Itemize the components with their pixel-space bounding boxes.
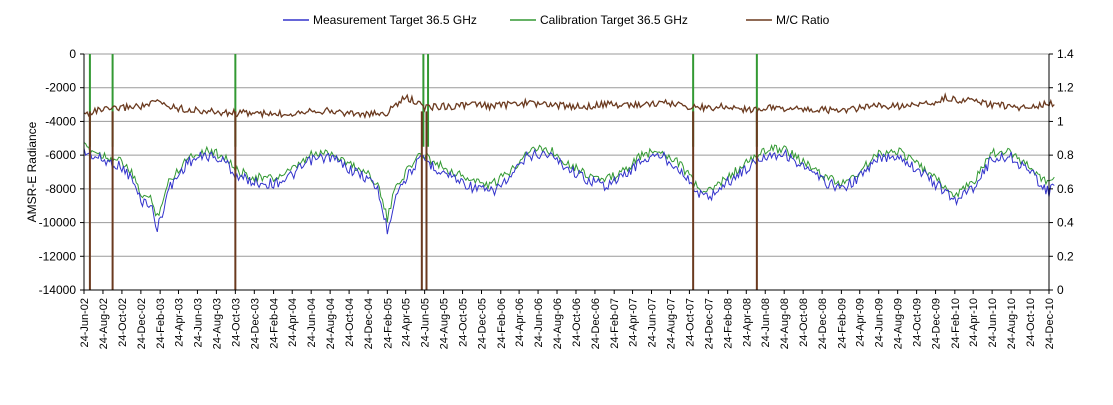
y2-tick-label: 0.2 <box>1057 249 1074 263</box>
y2-tick-label: 0.6 <box>1057 182 1074 196</box>
x-tick-label: 24-Apr-09 <box>855 298 867 347</box>
x-tick-label: 24-Feb-06 <box>496 298 508 349</box>
x-tick-label: 24-Oct-03 <box>230 298 242 347</box>
x-tick-label: 24-Feb-09 <box>836 298 848 349</box>
x-tick-label: 24-Jun-07 <box>647 298 659 348</box>
x-tick-label: 24-Apr-10 <box>968 298 980 347</box>
x-tick-label: 24-Aug-10 <box>1006 298 1018 349</box>
x-tick-label: 24-Apr-05 <box>401 298 413 347</box>
x-tick-label: 24-Jun-03 <box>192 298 204 348</box>
x-tick-label: 24-Jun-08 <box>760 298 772 348</box>
x-tick-label: 24-Oct-10 <box>1025 298 1037 347</box>
x-tick-label: 24-Oct-04 <box>344 298 356 347</box>
series-line-measurement <box>83 148 1055 235</box>
x-tick-label: 24-Dec-04 <box>363 298 375 349</box>
y2-tick-label: 0 <box>1057 283 1064 297</box>
x-tick-label: 24-Feb-03 <box>155 298 167 349</box>
x-tick-label: 24-Feb-07 <box>609 298 621 349</box>
x-tick-label: 24-Jun-06 <box>533 298 545 348</box>
x-tick-label: 24-Feb-04 <box>269 298 281 349</box>
y-tick-label: -10000 <box>39 216 77 230</box>
x-tick-label: 24-Dec-06 <box>590 298 602 349</box>
x-tick-label: 24-Dec-03 <box>249 298 261 349</box>
x-tick-label: 24-Dec-05 <box>476 298 488 349</box>
x-tick-label: 24-Dec-02 <box>136 298 148 349</box>
x-tick-label: 24-Apr-07 <box>628 298 640 347</box>
legend: Measurement Target 36.5 GHz Calibration T… <box>283 13 830 27</box>
y-tick-label: -2000 <box>45 81 76 95</box>
x-tick-label: 24-Aug-07 <box>665 298 677 349</box>
x-tick-label: 24-Oct-07 <box>684 298 696 347</box>
x-tick-label: 24-Aug-03 <box>211 298 223 349</box>
x-tick-label: 24-Dec-09 <box>931 298 943 349</box>
x-tick-label: 24-Apr-06 <box>514 298 526 347</box>
x-tick-label: 24-Apr-03 <box>173 298 185 347</box>
y-tick-label: -12000 <box>39 249 77 263</box>
legend-label: Calibration Target 36.5 GHz <box>540 13 688 27</box>
x-tick-label: 24-Oct-09 <box>912 298 924 347</box>
y-tick-label: -6000 <box>45 148 76 162</box>
x-tick-label: 24-Jun-10 <box>987 298 999 348</box>
y2-tick-label: 0.4 <box>1057 216 1074 230</box>
x-tick-label: 24-Jun-09 <box>874 298 886 348</box>
y2-tick-label: 1 <box>1057 114 1064 128</box>
series-line-calibration <box>83 142 1055 223</box>
x-tick-label: 24-Aug-08 <box>779 298 791 349</box>
y-tick-label: 0 <box>69 47 76 61</box>
x-tick-label: 24-Dec-10 <box>1044 298 1056 349</box>
series-layer <box>83 54 1055 290</box>
legend-label: Measurement Target 36.5 GHz <box>313 13 477 27</box>
x-tick-label: 24-Feb-08 <box>723 298 735 349</box>
x-tick-label: 24-Aug-02 <box>98 298 110 349</box>
axes: 0 -2000 -4000 -6000 -8000 -10000 -12000 -14000 1… <box>39 47 1074 349</box>
x-tick-label: 24-Oct-02 <box>117 298 129 347</box>
x-tick-label: 24-Feb-05 <box>382 298 394 349</box>
y-axis-label: AMSR-E Radiance <box>25 121 39 222</box>
x-tick-label: 24-Apr-08 <box>741 298 753 347</box>
series-line-ratio <box>83 92 1055 120</box>
x-tick-label: 24-Jun-02 <box>79 298 91 348</box>
x-tick-label: 24-Jun-04 <box>306 298 318 348</box>
x-tick-label: 24-Dec-08 <box>817 298 829 349</box>
x-tick-label: 24-Aug-04 <box>325 298 337 349</box>
x-tick-label: 24-Aug-06 <box>552 298 564 349</box>
gridlines <box>84 53 1049 291</box>
y-tick-label: -8000 <box>45 182 76 196</box>
x-tick-label: 24-Oct-06 <box>571 298 583 347</box>
legend-label: M/C Ratio <box>776 13 830 27</box>
x-tick-label: 24-Apr-04 <box>287 298 299 347</box>
y2-tick-label: 1.4 <box>1057 47 1074 61</box>
x-tick-label: 24-Oct-08 <box>798 298 810 347</box>
y-tick-label: -4000 <box>45 114 76 128</box>
y2-tick-label: 1.2 <box>1057 81 1074 95</box>
x-tick-label: 24-Aug-09 <box>893 298 905 349</box>
x-tick-label: 24-Jun-05 <box>420 298 432 348</box>
y-tick-label: -14000 <box>39 283 77 297</box>
x-tick-label: 24-Aug-05 <box>439 298 451 349</box>
x-tick-label: 24-Oct-05 <box>458 298 470 347</box>
x-tick-label: 24-Feb-10 <box>950 298 962 349</box>
y2-tick-label: 0.8 <box>1057 148 1074 162</box>
x-tick-label: 24-Dec-07 <box>703 298 715 349</box>
